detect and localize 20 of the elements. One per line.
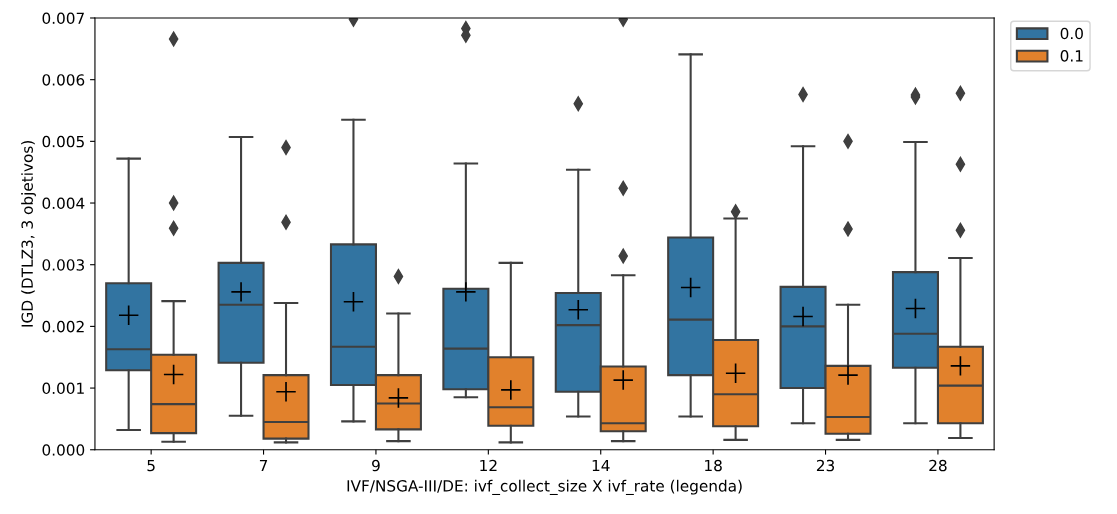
x-tick-label: 18	[705, 459, 722, 472]
x-tick-label: 28	[929, 459, 947, 472]
legend-label: 0.1	[1060, 50, 1083, 62]
x-tick-label: 7	[259, 459, 268, 472]
y-tick-label: 0.001	[42, 382, 84, 395]
y-tick-label: 0.006	[42, 74, 85, 86]
x-tick-label: 14	[592, 459, 610, 472]
y-axis-title: IGD (DTLZ3, 3 objetivos)	[21, 141, 36, 327]
legend-label: 0.0	[1060, 27, 1083, 40]
x-tick-label: 9	[372, 459, 380, 472]
y-tick-label: 0.003	[42, 259, 84, 271]
y-tick-label: 0.002	[42, 320, 84, 333]
x-tick-label: 5	[147, 459, 155, 472]
x-axis-title: IVF/NSGA-III/DE: ivf_collect_size X ivf_rate (legenda)	[347, 479, 742, 496]
x-tick-label: 12	[480, 459, 497, 472]
y-tick-label: 0.000	[42, 444, 85, 456]
y-tick-label: 0.007	[42, 12, 84, 25]
y-tick-label: 0.004	[42, 197, 85, 210]
x-tick-label: 23	[816, 459, 835, 472]
y-tick-label: 0.005	[42, 135, 84, 148]
